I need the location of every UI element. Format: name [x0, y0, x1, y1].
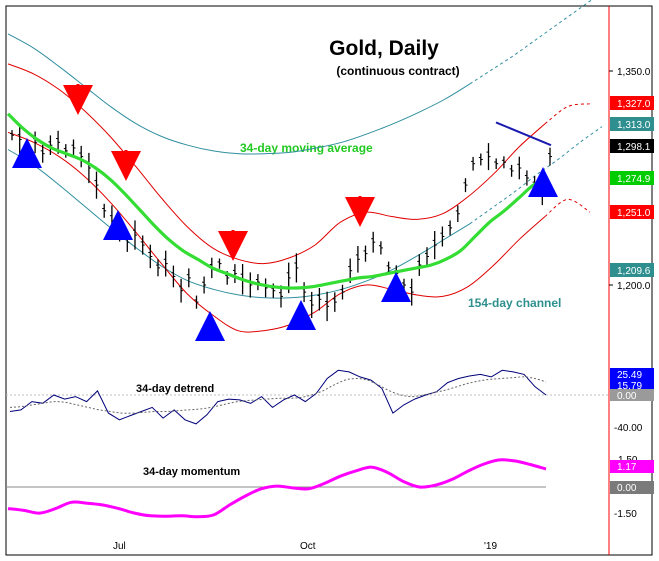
- detrend-tag-1579: 15.79: [610, 379, 654, 392]
- svg-text:1.17: 1.17: [617, 462, 637, 473]
- x-tick-19: '19: [484, 541, 497, 552]
- price-tag-1327: 1,327.0: [610, 96, 654, 110]
- svg-text:25.49: 25.49: [617, 370, 642, 381]
- trendline-layer: [495, 121, 552, 147]
- momentum-tag-000: 0.00: [610, 481, 654, 494]
- chart-frame: [5, 5, 653, 556]
- band-upper-line: [7, 63, 546, 265]
- detrend-tag-2549: 25.49: [610, 368, 654, 381]
- channel-lower-projection: [469, 126, 603, 225]
- moving-average-label: 34-day moving average: [240, 141, 373, 155]
- svg-text:1,274.9: 1,274.9: [617, 174, 651, 185]
- svg-text:1,327.0: 1,327.0: [617, 99, 651, 110]
- arrows-layer: [11, 84, 558, 341]
- detrend-smoothed-line: [9, 376, 547, 414]
- svg-text:15.79: 15.79: [617, 381, 642, 392]
- band-lower-projection: [544, 198, 591, 217]
- momentum-tag-117: 1.17: [610, 460, 654, 473]
- detrend-tag-000: 0.00: [610, 389, 654, 402]
- y-tick-minus150: -1.50: [614, 509, 637, 520]
- moving-average-line: [6, 112, 549, 290]
- svg-text:1,313.0: 1,313.0: [617, 120, 651, 131]
- svg-text:1,209.6: 1,209.6: [617, 266, 651, 277]
- detrend-line: [9, 369, 547, 425]
- momentum-label: 34-day momentum: [143, 466, 240, 478]
- svg-text:1,298.1: 1,298.1: [617, 142, 651, 153]
- channel-label: 154-day channel: [468, 296, 561, 310]
- x-tick-jul: Jul: [113, 541, 126, 552]
- price-tag-1251: 1,251.0: [610, 205, 654, 219]
- channel-lower-line: [7, 149, 471, 299]
- y-tick-1200: 1,200.0: [617, 281, 651, 292]
- momentum-line: [7, 458, 547, 519]
- detrend-label: 34-day detrend: [136, 383, 214, 395]
- momentum-layer: [7, 458, 547, 519]
- y-tick-minus40: -40.00: [614, 423, 643, 434]
- price-tag-1209: 1,209.6: [610, 263, 654, 277]
- price-tag-1298: 1,298.1: [610, 139, 654, 153]
- channel-upper-projection: [469, 0, 593, 85]
- band-lower-line: [7, 131, 546, 333]
- chart-subtitle: (continuous contract): [336, 64, 459, 78]
- y-tick-1350: 1,350.0: [617, 67, 651, 78]
- price-tag-1313: 1,313.0: [610, 117, 654, 131]
- svg-text:0.00: 0.00: [617, 391, 637, 402]
- moving-average-layer: [6, 112, 549, 290]
- chart-title: Gold, Daily: [329, 37, 439, 60]
- band-layer: [7, 63, 591, 333]
- price-tag-1274: 1,274.9: [610, 171, 654, 185]
- x-tick-oct: Oct: [300, 541, 316, 552]
- svg-text:0.00: 0.00: [617, 483, 637, 494]
- band-upper-projection: [544, 103, 591, 125]
- trendline: [495, 121, 552, 147]
- detrend-layer: [9, 369, 547, 425]
- svg-text:1,251.0: 1,251.0: [617, 208, 651, 219]
